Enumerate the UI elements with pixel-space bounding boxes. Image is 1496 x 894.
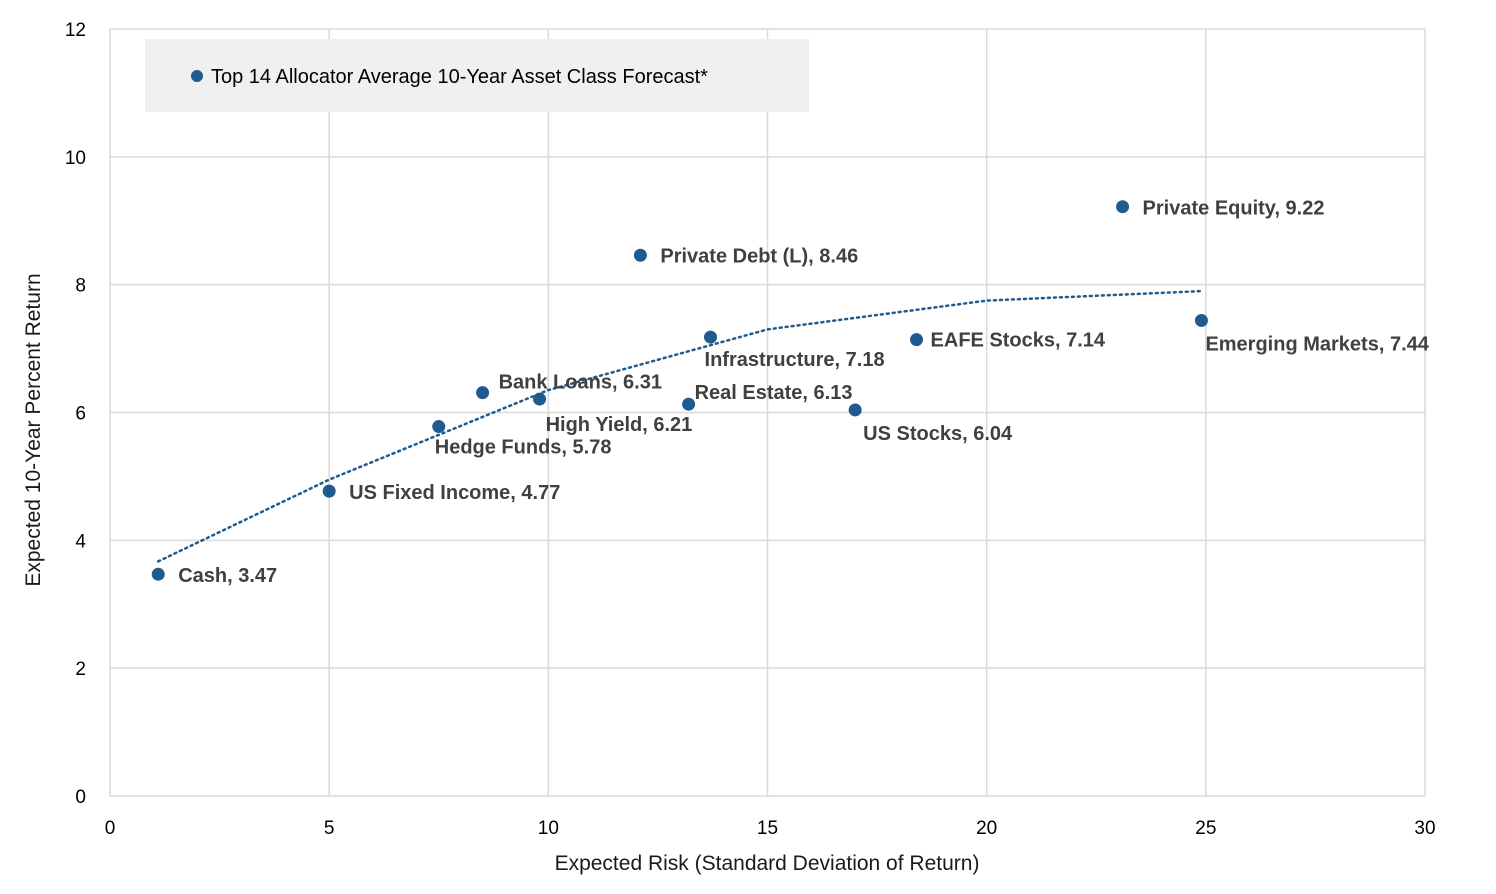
y-tick-label: 2: [75, 659, 86, 680]
data-point: [910, 333, 924, 347]
data-point: [432, 420, 446, 434]
tick-labels: 0 2 4 6 8 10 12 0 5 10 15 20 25 30: [65, 20, 1436, 839]
y-tick-label: 4: [75, 531, 86, 552]
data-label: EAFE Stocks, 7.14: [931, 330, 1106, 352]
trendline: [156, 289, 1203, 563]
x-tick-label: 5: [324, 818, 335, 839]
y-tick-label: 10: [65, 148, 86, 169]
x-tick-label: 25: [1195, 818, 1216, 839]
x-tick-label: 20: [976, 818, 997, 839]
data-label: Emerging Markets, 7.44: [1205, 333, 1429, 355]
legend-box: [145, 39, 809, 112]
data-point: [1194, 313, 1208, 327]
point-labels: Cash, 3.47 US Fixed Income, 4.77 Hedge Fun…: [178, 198, 1430, 588]
data-label: Infrastructure, 7.18: [705, 349, 885, 371]
legend: Top 14 Allocator Average 10-Year Asset C…: [145, 39, 809, 112]
x-tick-label: 10: [538, 818, 559, 839]
data-point: [633, 248, 647, 262]
data-label: Cash, 3.47: [178, 565, 277, 587]
data-label: US Stocks, 6.04: [863, 423, 1013, 445]
data-label: Real Estate, 6.13: [695, 382, 853, 404]
x-axis-title: Expected Risk (Standard Deviation of Ret…: [555, 852, 980, 875]
legend-label: Top 14 Allocator Average 10-Year Asset C…: [211, 66, 708, 88]
data-label: High Yield, 6.21: [546, 414, 693, 436]
data-label: US Fixed Income, 4.77: [349, 482, 560, 504]
data-point: [704, 330, 718, 344]
gridlines: [109, 28, 1426, 797]
data-label: Hedge Funds, 5.78: [435, 437, 612, 459]
data-label: Private Equity, 9.22: [1143, 198, 1325, 220]
data-point: [848, 403, 862, 417]
y-tick-label: 6: [75, 404, 86, 425]
data-point: [682, 397, 696, 411]
x-tick-label: 0: [105, 818, 116, 839]
data-label: Bank Loans, 6.31: [499, 372, 662, 394]
y-axis-title: Expected 10-Year Percent Return: [22, 273, 45, 586]
data-point: [476, 386, 490, 400]
data-label: Private Debt (L), 8.46: [660, 245, 858, 267]
data-point: [322, 484, 336, 498]
data-point: [1116, 200, 1130, 214]
legend-marker: [191, 70, 203, 82]
data-point: [533, 392, 547, 406]
data-point: [151, 567, 165, 581]
x-tick-label: 15: [757, 818, 778, 839]
trendline-path: [156, 289, 1203, 563]
y-tick-label: 0: [75, 787, 86, 808]
x-tick-label: 30: [1414, 818, 1435, 839]
y-tick-label: 12: [65, 20, 86, 41]
y-tick-label: 8: [75, 276, 86, 297]
data-points: [151, 200, 1208, 581]
